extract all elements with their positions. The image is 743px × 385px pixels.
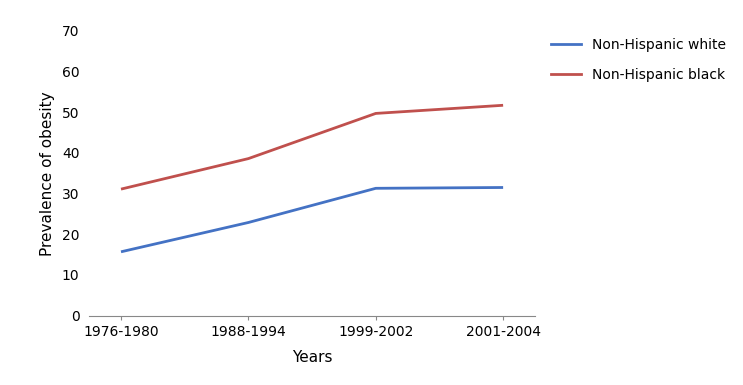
Legend: Non-Hispanic white, Non-Hispanic black: Non-Hispanic white, Non-Hispanic black <box>551 38 727 82</box>
Y-axis label: Prevalence of obesity: Prevalence of obesity <box>40 91 55 256</box>
X-axis label: Years: Years <box>292 350 332 365</box>
